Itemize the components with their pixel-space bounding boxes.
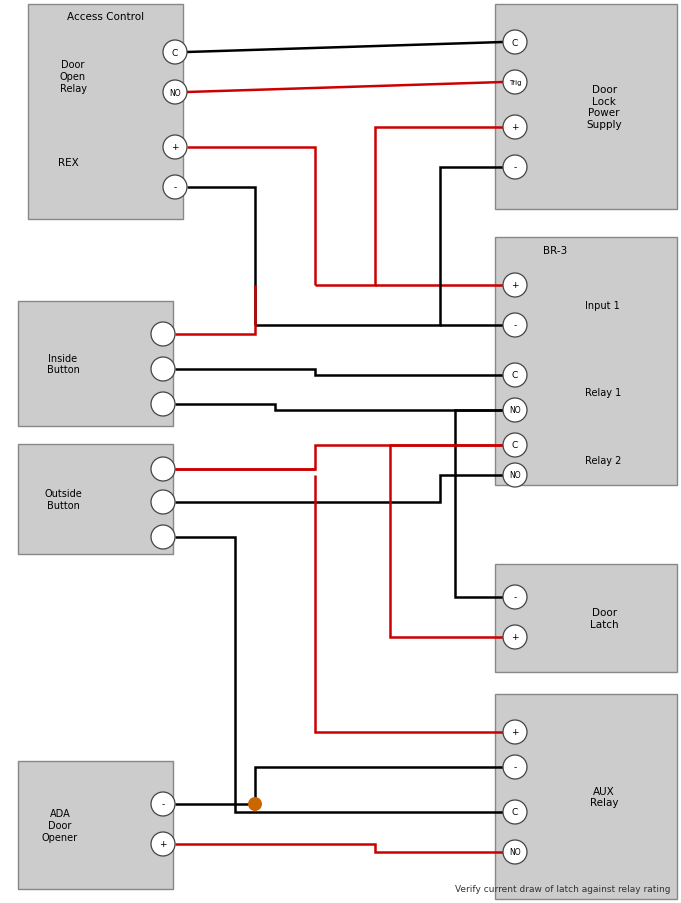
Text: NO: NO — [509, 848, 521, 857]
Text: Door
Open
Relay: Door Open Relay — [59, 61, 86, 94]
Circle shape — [151, 358, 175, 382]
Circle shape — [503, 313, 527, 338]
Text: Relay 2: Relay 2 — [585, 455, 621, 465]
Circle shape — [163, 81, 187, 105]
Circle shape — [503, 840, 527, 864]
Circle shape — [248, 797, 262, 811]
Circle shape — [503, 721, 527, 744]
Text: NO: NO — [509, 406, 521, 415]
Circle shape — [151, 322, 175, 347]
Text: C: C — [512, 39, 518, 48]
Circle shape — [151, 393, 175, 416]
Circle shape — [151, 792, 175, 816]
Text: +: + — [511, 281, 519, 290]
Text: Outside
Button: Outside Button — [44, 489, 82, 510]
FancyBboxPatch shape — [495, 5, 677, 209]
Text: C: C — [512, 371, 518, 380]
Text: NO: NO — [509, 471, 521, 480]
Text: Input 1: Input 1 — [585, 301, 620, 311]
FancyBboxPatch shape — [495, 564, 677, 672]
Circle shape — [503, 433, 527, 458]
Text: Trig: Trig — [509, 79, 521, 86]
Circle shape — [503, 156, 527, 180]
Circle shape — [503, 755, 527, 779]
Circle shape — [163, 176, 187, 200]
FancyBboxPatch shape — [18, 761, 173, 889]
Circle shape — [503, 31, 527, 55]
Text: Inside
Button: Inside Button — [46, 353, 80, 375]
Text: Door
Lock
Power
Supply: Door Lock Power Supply — [586, 85, 622, 130]
Circle shape — [503, 274, 527, 298]
Circle shape — [163, 41, 187, 65]
Text: C: C — [512, 441, 518, 450]
Circle shape — [503, 398, 527, 423]
Text: +: + — [511, 633, 519, 642]
FancyBboxPatch shape — [18, 444, 173, 554]
Text: +: + — [159, 840, 167, 849]
Circle shape — [503, 800, 527, 824]
Text: +: + — [511, 728, 519, 737]
FancyBboxPatch shape — [18, 302, 173, 426]
Text: -: - — [513, 321, 517, 330]
Circle shape — [503, 116, 527, 140]
Text: -: - — [513, 163, 517, 172]
FancyBboxPatch shape — [28, 5, 183, 219]
Text: BR-3: BR-3 — [543, 246, 567, 256]
Text: AUX
Relay: AUX Relay — [590, 786, 618, 807]
Text: C: C — [172, 49, 178, 58]
Text: -: - — [513, 763, 517, 772]
FancyBboxPatch shape — [495, 237, 677, 486]
Circle shape — [503, 71, 527, 95]
Text: +: + — [511, 124, 519, 133]
Circle shape — [151, 526, 175, 549]
Circle shape — [503, 364, 527, 387]
Text: -: - — [161, 800, 165, 808]
Circle shape — [151, 458, 175, 481]
Circle shape — [503, 463, 527, 488]
Text: Access Control: Access Control — [67, 12, 144, 22]
Circle shape — [163, 135, 187, 160]
Text: Door
Latch: Door Latch — [590, 608, 618, 629]
Text: NO: NO — [169, 88, 181, 98]
Text: -: - — [513, 593, 517, 601]
Text: Relay 1: Relay 1 — [585, 388, 621, 398]
FancyBboxPatch shape — [495, 694, 677, 899]
Text: REX: REX — [58, 158, 78, 168]
Circle shape — [151, 490, 175, 515]
Text: C: C — [512, 807, 518, 816]
Circle shape — [503, 585, 527, 610]
Text: Verify current draw of latch against relay rating: Verify current draw of latch against rel… — [456, 884, 671, 893]
Circle shape — [151, 832, 175, 856]
Text: ADA
Door
Opener: ADA Door Opener — [42, 808, 78, 842]
Text: +: + — [171, 144, 178, 153]
Text: -: - — [174, 183, 176, 192]
Circle shape — [503, 625, 527, 649]
